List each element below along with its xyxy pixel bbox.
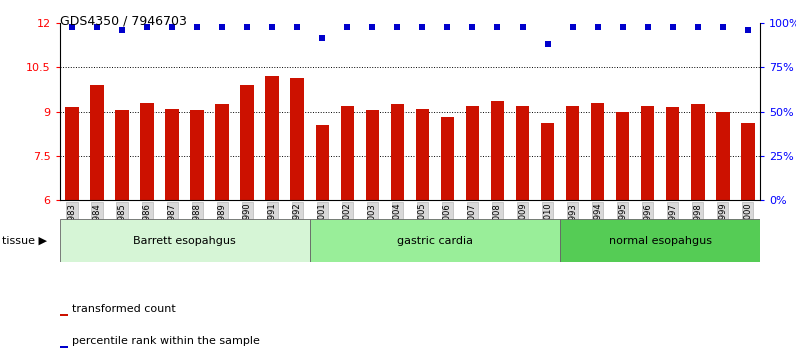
Point <box>216 25 228 30</box>
Point <box>642 25 654 30</box>
Bar <box>341 105 354 200</box>
Bar <box>566 105 579 200</box>
Bar <box>265 76 279 200</box>
Point <box>691 25 704 30</box>
Bar <box>90 85 104 200</box>
Bar <box>60 219 310 262</box>
Point <box>566 25 579 30</box>
Point <box>466 25 479 30</box>
Bar <box>516 105 529 200</box>
Point <box>366 25 379 30</box>
Point <box>716 25 729 30</box>
Point <box>441 25 454 30</box>
Bar <box>60 346 68 348</box>
Text: gastric cardia: gastric cardia <box>397 236 473 246</box>
Point <box>316 35 329 41</box>
Text: normal esopahgus: normal esopahgus <box>609 236 712 246</box>
Bar <box>391 104 404 200</box>
Bar <box>216 104 229 200</box>
Text: Barrett esopahgus: Barrett esopahgus <box>134 236 236 246</box>
Point <box>616 25 629 30</box>
Bar <box>65 107 79 200</box>
Point <box>391 25 404 30</box>
Bar <box>741 123 755 200</box>
Point <box>166 25 178 30</box>
Text: tissue ▶: tissue ▶ <box>2 236 48 246</box>
Bar <box>140 103 154 200</box>
Bar <box>60 314 68 316</box>
Point <box>191 25 204 30</box>
Bar <box>665 107 680 200</box>
Bar <box>615 112 630 200</box>
Bar <box>310 219 560 262</box>
Point <box>666 25 679 30</box>
Point <box>91 25 103 30</box>
Point <box>116 28 129 33</box>
Bar <box>641 105 654 200</box>
Point <box>241 25 254 30</box>
Point <box>516 25 529 30</box>
Point <box>741 28 754 33</box>
Point <box>341 25 353 30</box>
Point <box>416 25 429 30</box>
Point <box>66 25 79 30</box>
Point <box>491 25 504 30</box>
Point <box>141 25 154 30</box>
Bar <box>115 110 129 200</box>
Text: GDS4350 / 7946703: GDS4350 / 7946703 <box>60 14 186 27</box>
Bar <box>560 219 760 262</box>
Point <box>591 25 604 30</box>
Bar <box>540 123 554 200</box>
Bar <box>716 112 729 200</box>
Bar <box>440 118 455 200</box>
Point <box>266 25 279 30</box>
Bar <box>240 85 254 200</box>
Bar <box>691 104 704 200</box>
Bar <box>365 110 379 200</box>
Bar <box>190 110 204 200</box>
Bar <box>490 101 505 200</box>
Bar <box>291 78 304 200</box>
Bar <box>466 105 479 200</box>
Bar <box>591 103 604 200</box>
Point <box>291 25 304 30</box>
Text: transformed count: transformed count <box>72 304 176 314</box>
Bar <box>416 109 429 200</box>
Bar <box>315 125 330 200</box>
Bar <box>166 109 179 200</box>
Point <box>541 41 554 46</box>
Text: percentile rank within the sample: percentile rank within the sample <box>72 336 260 346</box>
